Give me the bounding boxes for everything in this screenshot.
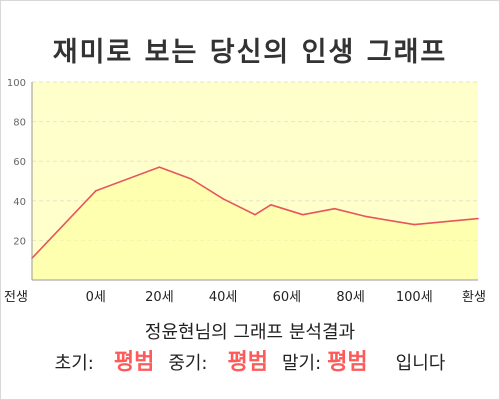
- series-area: [32, 167, 478, 280]
- y-tick-label: 20: [13, 236, 26, 247]
- data-point: [270, 203, 272, 206]
- ending-text: 입니다: [395, 353, 446, 374]
- x-tick-labels: 전생 0세 20세 40세 60세 80세 100세 환생: [4, 290, 486, 305]
- data-point: [94, 190, 97, 192]
- chart-title: 재미로 보는 당신의 인생 그래프: [52, 37, 448, 68]
- x-tick-label: 환생: [462, 290, 486, 305]
- data-point: [365, 215, 368, 218]
- data-point: [254, 213, 256, 216]
- y-tick-label: 40: [13, 197, 26, 208]
- data-point: [222, 198, 224, 200]
- y-tick-label: 60: [13, 157, 26, 168]
- data-point: [413, 223, 416, 226]
- x-tick-label: 0세: [86, 290, 106, 305]
- mid-value: 평범: [227, 350, 268, 375]
- analysis-result: 초기: 평범 중기: 평범 말기: 평범 입니다: [0, 344, 500, 376]
- data-point: [477, 217, 479, 220]
- x-tick-label: 80세: [336, 290, 365, 305]
- x-tick-label: 40세: [209, 290, 238, 305]
- data-point: [301, 213, 304, 216]
- y-tick-label: 100: [7, 78, 26, 89]
- x-tick-label: 전생: [4, 290, 28, 305]
- early-value: 평범: [113, 350, 155, 375]
- analysis-heading: 정윤현님의 그래프 분석결과: [144, 322, 356, 343]
- x-tick-label: 100세: [396, 290, 433, 305]
- data-point: [190, 178, 193, 180]
- y-tick-labels: 20 40 60 80 100: [7, 78, 26, 247]
- axes: [31, 82, 478, 281]
- data-point: [158, 166, 161, 168]
- early-label: 초기:: [54, 353, 94, 374]
- x-tick-label: 20세: [145, 290, 174, 305]
- y-tick-label: 80: [13, 118, 26, 129]
- mid-label: 중기:: [168, 353, 208, 374]
- series-line: [31, 166, 479, 259]
- late-value: 평범: [327, 350, 368, 375]
- x-tick-label: 60세: [273, 290, 302, 305]
- late-label: 말기:: [281, 353, 322, 374]
- data-point: [333, 207, 336, 210]
